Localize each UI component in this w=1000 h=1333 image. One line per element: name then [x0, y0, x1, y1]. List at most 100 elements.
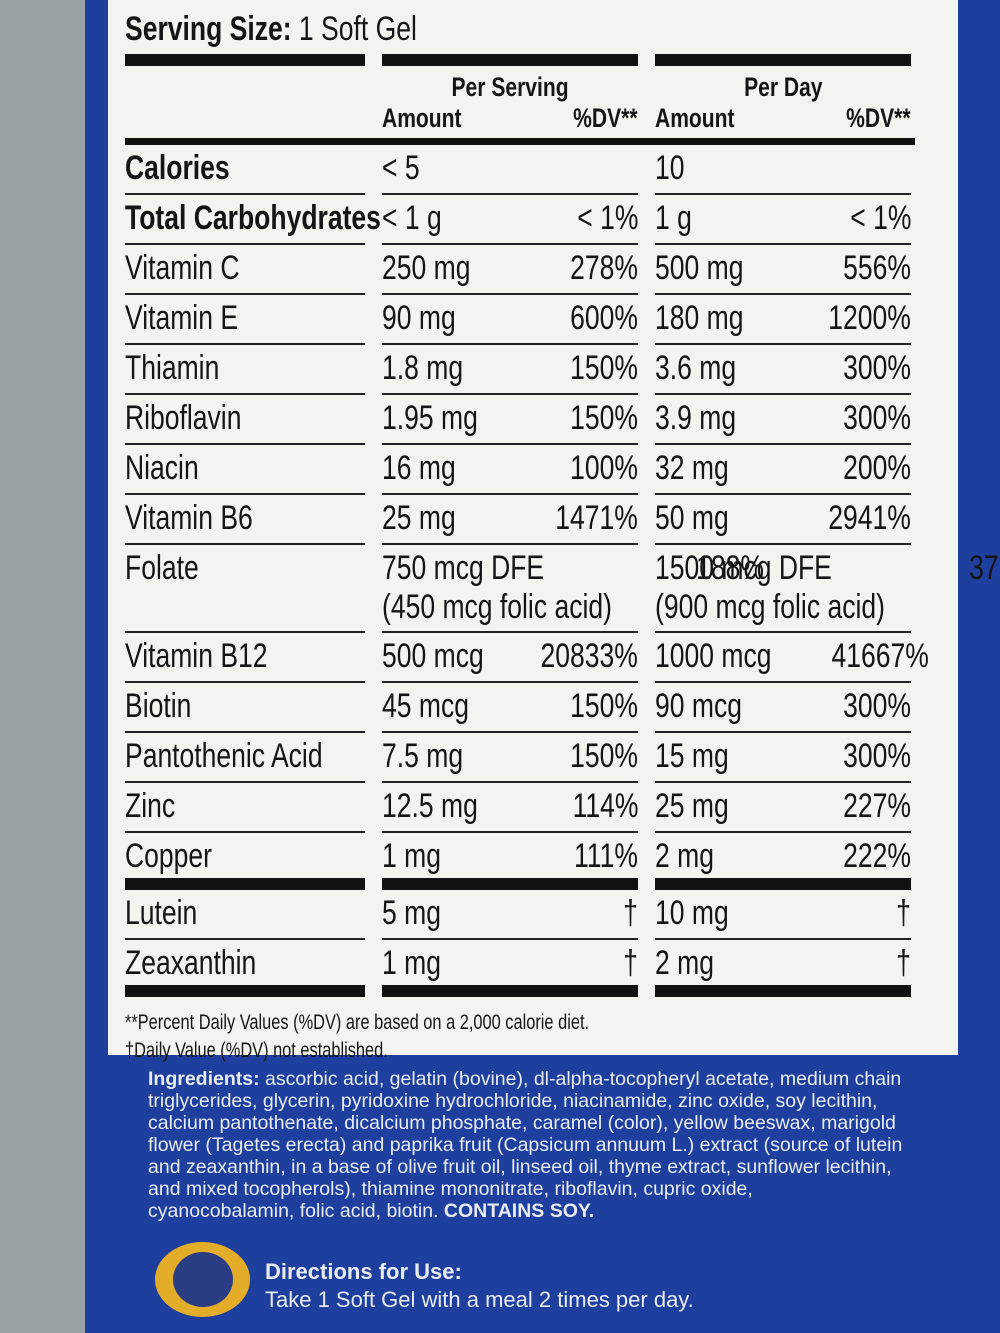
row: Riboflavin 1.95 mg 150% 3.9 mg 300%: [125, 395, 915, 445]
amount-block: 5 mg: [382, 894, 458, 933]
value-cell: 90 mg 600%: [382, 295, 638, 345]
amount: 250 mg: [382, 249, 471, 287]
serving-cols: Amount %DV**: [382, 103, 638, 134]
amount: 32 mg: [655, 449, 729, 487]
amount-block: 1500 mcg DFE (900 mcg folic acid): [655, 549, 950, 627]
amount: < 5: [382, 149, 420, 187]
dv: 300%: [843, 737, 911, 775]
amount-block: 1 mg: [382, 944, 458, 983]
row: Vitamin B12 500 mcg 20833% 1000 mcg 41667%: [125, 633, 929, 683]
dv: 600%: [570, 299, 638, 337]
value-cell: 3.9 mg 300%: [655, 395, 911, 445]
amount: 90 mcg: [655, 687, 742, 725]
dv: †: [623, 944, 638, 982]
amount: 1000 mcg: [655, 637, 772, 675]
amount: 750 mcg DFE: [382, 549, 545, 587]
name-cell: Biotin: [125, 683, 365, 733]
value-cell: 16 mg 100%: [382, 445, 638, 495]
amount: 45 mcg: [382, 687, 469, 725]
row: Pantothenic Acid 7.5 mg 150% 15 mg 300%: [125, 733, 915, 783]
icon: [155, 1242, 250, 1317]
dv: 375%: [968, 549, 1000, 587]
amount: 3.6 mg: [655, 349, 737, 387]
amount-block: 1.8 mg: [382, 349, 486, 388]
value-cell: 1.95 mg 150%: [382, 395, 638, 445]
per-serving: Per Serving: [382, 72, 638, 103]
dv: 300%: [843, 349, 911, 387]
amount-block: 10 mg: [655, 894, 750, 933]
name-cell: Zeaxanthin: [125, 940, 365, 997]
footnote: **Percent Daily Values (%DV) are based o…: [125, 1009, 915, 1037]
footnote-text: **Percent Daily Values (%DV) are based o…: [125, 1011, 590, 1034]
serving-size: Serving Size: 1 Soft Gel: [125, 10, 915, 54]
footnote: †Daily Value (%DV) not established.: [125, 1037, 915, 1065]
ingredients: Ingredients: ascorbic acid, gelatin (bov…: [148, 1068, 903, 1222]
value-cell: 25 mg 227%: [655, 783, 911, 833]
amount: 1 mg: [382, 837, 441, 875]
row: Biotin 45 mcg 150% 90 mcg 300%: [125, 683, 915, 733]
icon-inner: [173, 1252, 233, 1307]
serving-size-value: 1 Soft Gel: [298, 10, 417, 48]
name-cell: Vitamin B12: [125, 633, 365, 683]
value-cell: 250 mg 278%: [382, 245, 638, 295]
row: Zeaxanthin 1 mg † 2 mg †: [125, 940, 915, 997]
bar: [382, 54, 638, 66]
amount-block: 1000 mcg: [655, 637, 804, 676]
col-label: %DV**: [846, 103, 911, 133]
amount: 25 mg: [655, 787, 729, 825]
amount-block: 1 g: [655, 199, 702, 238]
row: Niacin 16 mg 100% 32 mg 200%: [125, 445, 915, 495]
value-cell: 180 mg 1200%: [655, 295, 911, 345]
amount: 50 mg: [655, 499, 729, 537]
nutrient-name: Vitamin C: [125, 249, 240, 287]
amount-block: < 1 g: [382, 199, 459, 238]
directions-text: Take 1 Soft Gel with a meal 2 times per …: [265, 1287, 694, 1312]
amount-block: 90 mg: [382, 299, 477, 338]
name-cell: Vitamin B6: [125, 495, 365, 545]
col-label: Amount: [382, 103, 462, 133]
row: Vitamin E 90 mg 600% 180 mg 1200%: [125, 295, 915, 345]
nutrient-name: Riboflavin: [125, 399, 242, 437]
name-cell: Vitamin C: [125, 245, 365, 295]
amount-block: 1.95 mg: [382, 399, 505, 438]
value-cell: 50 mg 2941%: [655, 495, 911, 545]
dv: 150%: [570, 737, 638, 775]
amount: 2 mg: [655, 944, 714, 982]
amount: < 1 g: [382, 199, 442, 237]
value-cell: 1000 mcg 41667%: [655, 633, 929, 683]
amount-block: 500 mcg: [382, 637, 512, 676]
value-cell: 25 mg 1471%: [382, 495, 638, 545]
name-cell: Vitamin E: [125, 295, 365, 345]
dv: †: [623, 894, 638, 932]
amount-block: 25 mg: [655, 787, 750, 826]
name-cell: Niacin: [125, 445, 365, 495]
row: Copper 1 mg 111% 2 mg 222%: [125, 833, 915, 890]
rows: Calories < 5 10 Total Carbohydrates < 1 g < 1…: [125, 145, 1000, 997]
value-cell: 7.5 mg 150%: [382, 733, 638, 783]
dv: 150%: [570, 349, 638, 387]
nutrient-name: Lutein: [125, 894, 198, 932]
dv: 100%: [570, 449, 638, 487]
amount-block: 32 mg: [655, 449, 750, 488]
bar: [655, 54, 911, 66]
amount: 16 mg: [382, 449, 456, 487]
dv: 300%: [843, 399, 911, 437]
dv: < 1%: [576, 199, 638, 237]
dv: 227%: [843, 787, 911, 825]
nutrient-name: Total Carbohydrates: [125, 199, 381, 237]
amount-block: < 5: [382, 149, 430, 188]
amount-block: 25 mg: [382, 499, 477, 538]
dv: 300%: [843, 687, 911, 725]
row: Calories < 5 10: [125, 145, 915, 195]
per-day-text: Per Day: [743, 72, 823, 102]
col-label: Amount: [655, 103, 735, 133]
amount-block: 7.5 mg: [382, 737, 486, 776]
amount: 7.5 mg: [382, 737, 464, 775]
amount: 2 mg: [655, 837, 714, 875]
name-cell: Pantothenic Acid: [125, 733, 365, 783]
name-cell: Zinc: [125, 783, 365, 833]
amount: 10 mg: [655, 894, 729, 932]
row: Vitamin B6 25 mg 1471% 50 mg 2941%: [125, 495, 915, 545]
name-cell: Lutein: [125, 890, 365, 940]
amount: 1 mg: [382, 944, 441, 982]
